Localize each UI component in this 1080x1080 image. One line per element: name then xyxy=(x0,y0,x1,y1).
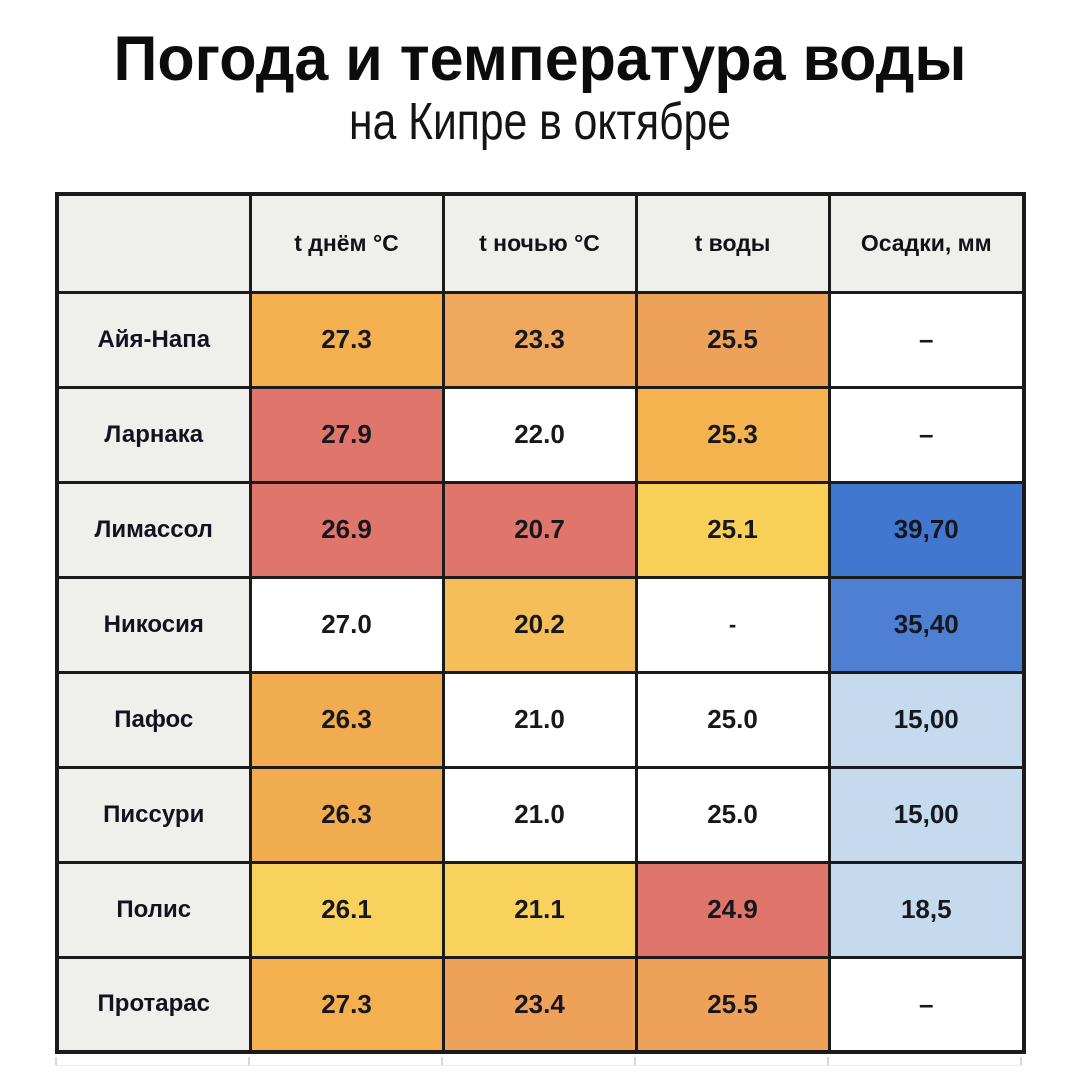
value-cell: 26.3 xyxy=(248,670,445,769)
value-cell: 25.0 xyxy=(634,670,831,769)
page-title: Погода и температура воды xyxy=(113,22,967,94)
value-cell: 25.0 xyxy=(634,765,831,864)
cropped-next-row-hint xyxy=(55,1057,1022,1066)
title-block: Погода и температура воды на Кипре в окт… xyxy=(0,22,1080,152)
weather-table: t днём °C t ночью °C t воды Осадки, мм А… xyxy=(55,192,1026,1054)
value-cell: 25.5 xyxy=(634,955,831,1054)
value-cell: 23.3 xyxy=(441,290,638,389)
value-cell: 21.0 xyxy=(441,765,638,864)
table-row: Лимассол 26.9 20.7 25.1 39,70 xyxy=(55,480,1026,579)
value-cell: 15,00 xyxy=(827,670,1026,769)
city-cell: Ларнака xyxy=(55,385,252,484)
value-cell: 23.4 xyxy=(441,955,638,1054)
value-cell: 26.3 xyxy=(248,765,445,864)
table-row: Никосия 27.0 20.2 - 35,40 xyxy=(55,575,1026,674)
value-cell: 20.7 xyxy=(441,480,638,579)
city-cell: Писсури xyxy=(55,765,252,864)
value-cell: 25.3 xyxy=(634,385,831,484)
col-header-t-water: t воды xyxy=(634,192,831,294)
table-row: Айя-Напа 27.3 23.3 25.5 – xyxy=(55,290,1026,389)
value-cell: 27.3 xyxy=(248,955,445,1054)
value-cell: 26.1 xyxy=(248,860,445,959)
table-row: Протарас 27.3 23.4 25.5 – xyxy=(55,955,1026,1054)
col-header-precip: Осадки, мм xyxy=(827,192,1026,294)
city-cell: Лимассол xyxy=(55,480,252,579)
value-cell: 21.1 xyxy=(441,860,638,959)
value-cell: 15,00 xyxy=(827,765,1026,864)
value-cell: 39,70 xyxy=(827,480,1026,579)
value-cell: 27.9 xyxy=(248,385,445,484)
city-cell: Айя-Напа xyxy=(55,290,252,389)
page-subtitle: на Кипре в октябре xyxy=(349,93,731,152)
city-cell: Никосия xyxy=(55,575,252,674)
value-cell: 35,40 xyxy=(827,575,1026,674)
city-cell: Полис xyxy=(55,860,252,959)
value-cell: 25.5 xyxy=(634,290,831,389)
table-row: Ларнака 27.9 22.0 25.3 – xyxy=(55,385,1026,484)
value-cell: 25.1 xyxy=(634,480,831,579)
value-cell: 22.0 xyxy=(441,385,638,484)
value-cell: 20.2 xyxy=(441,575,638,674)
col-header-city xyxy=(55,192,252,294)
table-row: Писсури 26.3 21.0 25.0 15,00 xyxy=(55,765,1026,864)
city-cell: Пафос xyxy=(55,670,252,769)
value-cell: 21.0 xyxy=(441,670,638,769)
value-cell: – xyxy=(827,385,1026,484)
table-row: Пафос 26.3 21.0 25.0 15,00 xyxy=(55,670,1026,769)
header-row: t днём °C t ночью °C t воды Осадки, мм xyxy=(55,192,1026,294)
value-cell: 27.0 xyxy=(248,575,445,674)
table-row: Полис 26.1 21.1 24.9 18,5 xyxy=(55,860,1026,959)
city-cell: Протарас xyxy=(55,955,252,1054)
value-cell: 24.9 xyxy=(634,860,831,959)
value-cell: 18,5 xyxy=(827,860,1026,959)
value-cell: – xyxy=(827,290,1026,389)
value-cell: - xyxy=(634,575,831,674)
value-cell: – xyxy=(827,955,1026,1054)
value-cell: 27.3 xyxy=(248,290,445,389)
value-cell: 26.9 xyxy=(248,480,445,579)
col-header-t-night: t ночью °C xyxy=(441,192,638,294)
col-header-t-day: t днём °C xyxy=(248,192,445,294)
